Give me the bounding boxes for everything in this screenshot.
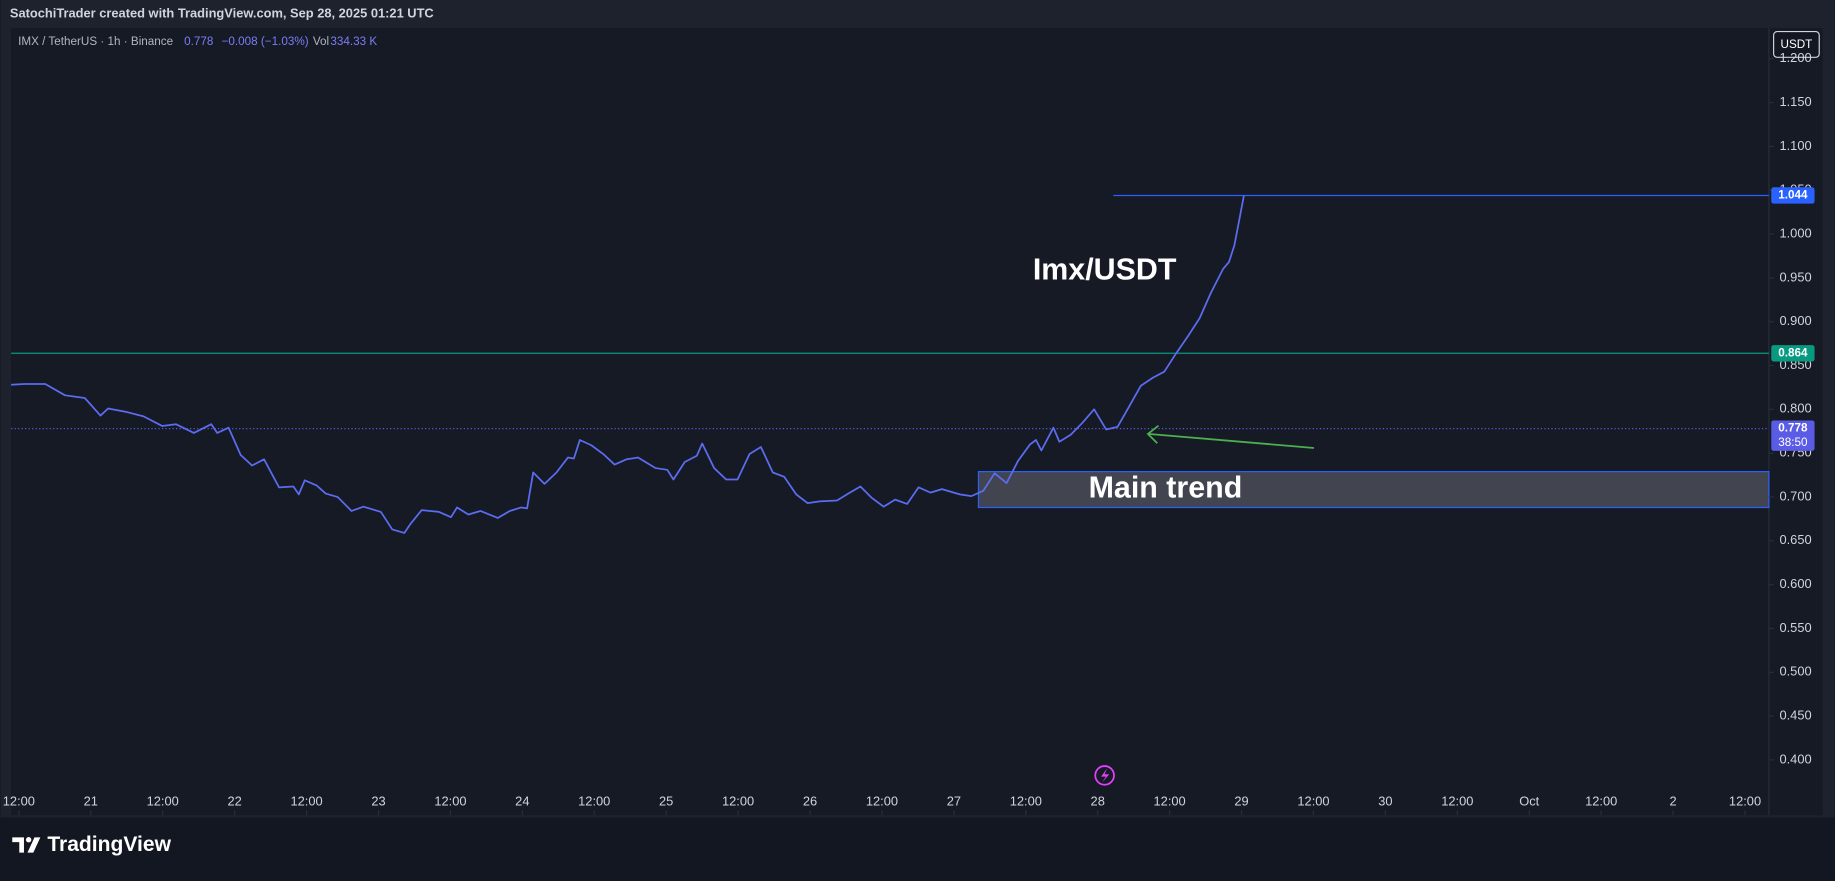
x-tick-label: Oct xyxy=(1519,794,1539,809)
countdown: 38:50 xyxy=(1778,436,1808,449)
x-tick-label: 23 xyxy=(371,794,385,809)
y-tick-label: 1.000 xyxy=(1779,225,1811,240)
legend: IMX / TetherUS · 1h · Binance 0.778 −0.0… xyxy=(18,35,377,48)
y-tick-label: 0.550 xyxy=(1779,620,1811,635)
x-tick-label: 12:00 xyxy=(578,794,610,809)
x-tick-label: 24 xyxy=(515,794,529,809)
level-label-bg xyxy=(1771,187,1815,204)
price-line xyxy=(11,195,1245,534)
change: −0.008 (−1.03%) xyxy=(222,35,309,48)
plot: Main trend Imx/USDT xyxy=(11,194,1770,534)
header: SatochiTrader created with TradingView.c… xyxy=(10,5,434,20)
y-tick-label: 0.950 xyxy=(1779,269,1811,284)
zone-label: Main trend xyxy=(1089,471,1243,505)
x-tick-label: 12:00 xyxy=(722,794,754,809)
x-tick-label: 12:00 xyxy=(290,794,322,809)
arrow xyxy=(1146,425,1315,449)
x-tick-label: 12:00 xyxy=(1297,794,1329,809)
footer-bg xyxy=(0,817,1835,876)
y-tick-label: 0.900 xyxy=(1779,313,1811,328)
x-tick-label: 27 xyxy=(947,794,961,809)
y-tick-label: 1.150 xyxy=(1779,94,1811,109)
y-tick-label: 0.800 xyxy=(1779,401,1811,416)
y-tick-label: 1.200 xyxy=(1779,50,1811,65)
x-tick-label: 12:00 xyxy=(1729,794,1761,809)
logo xyxy=(12,837,41,853)
level-label: 1.044 xyxy=(1778,189,1808,202)
x-tick-label: 12:00 xyxy=(1154,794,1186,809)
zone xyxy=(977,471,1770,509)
level-label-bg xyxy=(1771,345,1815,362)
x-tick-label: 12:00 xyxy=(866,794,898,809)
volume: 334.33 K xyxy=(330,35,377,48)
x-tick-label: 12:00 xyxy=(1010,794,1042,809)
y-tick-label: 1.100 xyxy=(1779,138,1811,153)
x-tick-label: 28 xyxy=(1091,794,1105,809)
y-tick-label: 0.400 xyxy=(1779,751,1811,766)
x-tick-label: 2 xyxy=(1670,794,1677,809)
y-tick-label: 0.600 xyxy=(1779,576,1811,591)
x-tick-label: 26 xyxy=(803,794,817,809)
x-tick-label: 12:00 xyxy=(3,794,35,809)
level-label: 0.864 xyxy=(1778,346,1808,359)
footer-brand: TradingView xyxy=(47,833,171,856)
plot-bg xyxy=(11,28,1823,816)
annotation: Imx/USDT xyxy=(1033,252,1177,286)
currency-button[interactable] xyxy=(1773,30,1820,58)
volume-label: Vol xyxy=(313,35,329,48)
x-tick-label: 12:00 xyxy=(1585,794,1617,809)
x-tick-label: 12:00 xyxy=(1441,794,1473,809)
symbol: IMX / TetherUS · 1h · Binance xyxy=(18,35,173,48)
y-tick-label: 0.650 xyxy=(1779,532,1811,547)
currency[interactable]: USDT xyxy=(1781,38,1813,51)
last-price: 0.778 xyxy=(184,35,213,48)
level-label: 0.778 xyxy=(1778,422,1808,435)
x-tick-label: 29 xyxy=(1234,794,1248,809)
level-label-bg xyxy=(1771,420,1815,451)
x-tick-label: 25 xyxy=(659,794,673,809)
x-tick-label: 21 xyxy=(84,794,98,809)
y-tick-label: 0.500 xyxy=(1779,664,1811,679)
y-tick-label: 0.700 xyxy=(1779,488,1811,503)
x-tick-label: 12:00 xyxy=(434,794,466,809)
x-tick-label: 22 xyxy=(227,794,241,809)
y-tick-label: 0.450 xyxy=(1779,708,1811,723)
x-tick-label: 12:00 xyxy=(147,794,179,809)
lightning-icon xyxy=(1094,765,1115,786)
x-tick-label: 30 xyxy=(1378,794,1392,809)
